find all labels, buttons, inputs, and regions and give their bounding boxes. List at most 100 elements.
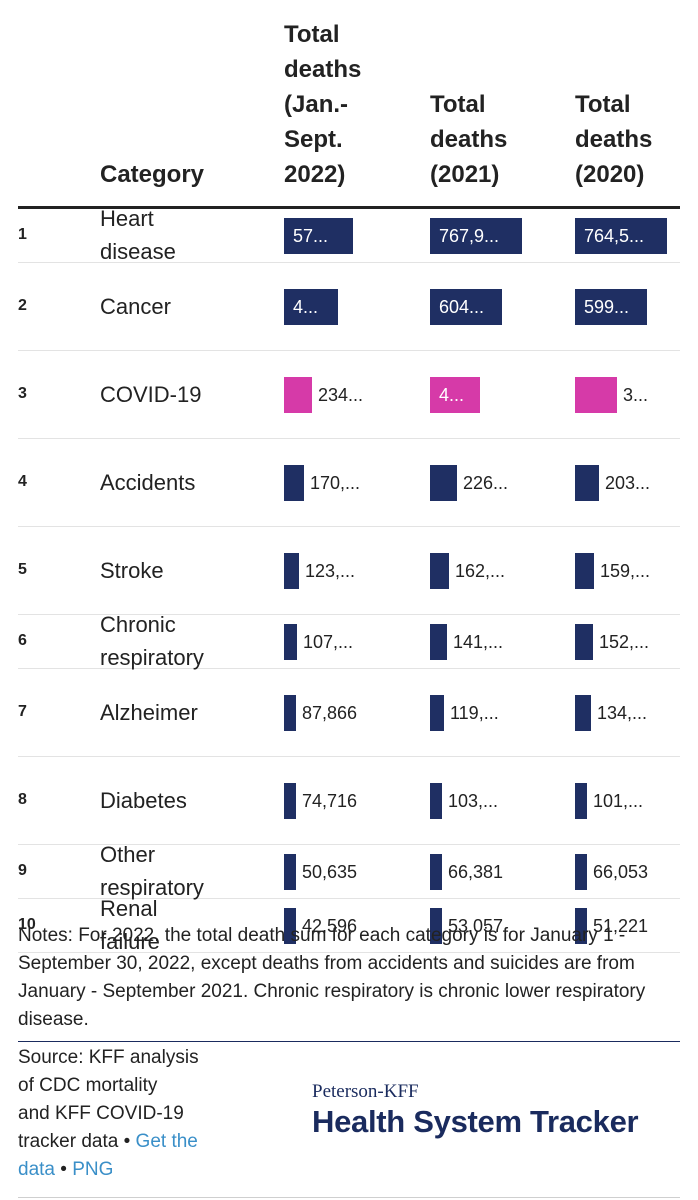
value-label-2021: 767,9... — [439, 226, 500, 246]
category-label-line: Alzheimer — [100, 699, 198, 725]
cell-2022: 170,... — [284, 465, 402, 501]
header-total-deaths-2022: Total deaths (Jan.- Sept. 2022) — [284, 17, 404, 192]
bar-2022 — [284, 218, 353, 254]
category-label: COVID-19 — [100, 378, 201, 411]
cell-2020: 764,5... — [575, 218, 693, 254]
category-label-line: disease — [100, 239, 176, 264]
bar-2020 — [575, 289, 647, 325]
category-label: Other respiratory — [100, 838, 204, 904]
value-label-2021: 119,... — [450, 703, 499, 723]
value-label-2022: 170,... — [310, 473, 361, 493]
header-2021-line-2: deaths — [430, 126, 508, 153]
category-label-line: COVID-19 — [100, 381, 202, 407]
value-label-2022: 74,716 — [302, 791, 358, 811]
cell-2022: 57... — [284, 218, 402, 254]
bar-2021 — [430, 695, 444, 731]
cell-2022: 4... — [284, 289, 402, 325]
category-label-line: Heart — [100, 206, 154, 231]
category-label-line: Chronic — [100, 612, 176, 637]
bar-2020 — [575, 695, 591, 731]
header-category-line-1: Category — [100, 161, 205, 188]
cell-2020: 203... — [575, 465, 693, 501]
cell-2021: 66,381 — [430, 854, 548, 890]
table-row: 3 COVID-19 234... 4... 3... — [18, 351, 680, 439]
category-label-line: respiratory — [100, 875, 204, 900]
cell-2020: 599... — [575, 289, 693, 325]
rank-label: 5 — [18, 561, 27, 578]
category-label-line: Diabetes — [100, 787, 187, 813]
bar-2021 — [430, 218, 522, 254]
bar-2021 — [430, 783, 442, 819]
source-rule — [18, 1041, 680, 1042]
separator-1: • — [118, 1131, 136, 1152]
value-label-2021: 4... — [439, 385, 465, 405]
health-system-tracker-logo: Peterson-KFF Health System Tracker — [312, 1080, 692, 1140]
value-label-2020: 101,... — [593, 791, 644, 811]
value-label-2021: 162,... — [455, 561, 506, 581]
bar-2020 — [575, 783, 587, 819]
cell-2021: 4... — [430, 377, 548, 413]
category-label: Accidents — [100, 466, 195, 499]
bar-2020 — [575, 624, 593, 660]
cell-2020: 134,... — [575, 695, 693, 731]
bar-2022 — [284, 854, 296, 890]
table-row: 10 Renal failure 42,596 53,057 51,221 — [18, 896, 680, 954]
cell-2021: 604... — [430, 289, 548, 325]
cell-2021: 226... — [430, 465, 548, 501]
cell-2021: 162,... — [430, 553, 548, 589]
bar-2022 — [284, 553, 299, 589]
bar-2022 — [284, 695, 296, 731]
header-2022-line-1: Total — [284, 21, 340, 48]
value-label-2022: 107,... — [303, 632, 354, 652]
value-label-2021: 53,057 — [448, 916, 504, 936]
value-label-2020: 159,... — [600, 561, 651, 581]
bar-2022 — [284, 377, 312, 413]
source-line-4: tracker data — [18, 1131, 119, 1152]
category-label-line: respiratory — [100, 645, 204, 670]
cell-2021: 53,057 — [430, 908, 548, 944]
value-label-2021: 103,... — [448, 791, 499, 811]
value-label-2020: 3... — [623, 385, 649, 405]
rank-label: 3 — [18, 385, 27, 402]
cell-2021: 141,... — [430, 624, 548, 660]
bar-2021 — [430, 553, 449, 589]
header-2021-line-3: (2021) — [430, 161, 500, 188]
png-link[interactable]: PNG — [72, 1159, 114, 1180]
value-label-2020: 203... — [605, 473, 651, 493]
get-the-data-link[interactable]: Get the data — [18, 1131, 198, 1180]
bar-2022 — [284, 289, 338, 325]
cell-2020: 66,053 — [575, 854, 693, 890]
table-row: 4 Accidents 170,... 226... 203... — [18, 439, 680, 527]
header-total-deaths-2020: Total deaths (2020) — [575, 87, 695, 192]
bar-2020 — [575, 908, 587, 944]
bar-2021 — [430, 908, 442, 944]
table-row: 9 Other respiratory 50,635 66,381 66,053 — [18, 842, 680, 900]
bar-2022 — [284, 465, 304, 501]
table-row: 2 Cancer 4... 604... 599... — [18, 263, 680, 351]
table-row: 8 Diabetes 74,716 103,... 101,... — [18, 757, 680, 845]
cell-2020: 101,... — [575, 783, 693, 819]
header-category: Category — [100, 157, 204, 192]
bottom-rule — [18, 1197, 680, 1198]
bar-2020 — [575, 465, 599, 501]
notes: Notes: For 2022, the total death sum for… — [18, 925, 646, 1030]
category-label-line: failure — [100, 929, 160, 954]
rank-label: 6 — [18, 632, 27, 649]
value-label-2020: 152,... — [599, 632, 650, 652]
cell-2021: 103,... — [430, 783, 548, 819]
logo-peterson-kff: Peterson-KFF — [312, 1081, 419, 1102]
category-label-line: Accidents — [100, 469, 196, 495]
header-rule — [18, 206, 680, 209]
cell-2020: 3... — [575, 377, 693, 413]
header-2022-line-5: 2022) — [284, 161, 346, 188]
bar-2022 — [284, 624, 297, 660]
value-label-2022: 123,... — [305, 561, 356, 581]
logo-health-system-tracker: Health System Tracker — [312, 1104, 639, 1139]
category-label: Renal failure — [100, 892, 160, 958]
bar-2020 — [575, 218, 667, 254]
value-label-2022: 42,596 — [302, 916, 358, 936]
header-2020-line-2: deaths — [575, 126, 653, 153]
category-label: Alzheimer — [100, 696, 198, 729]
value-label-2022: 4... — [293, 297, 319, 317]
header-2020-line-3: (2020) — [575, 161, 645, 188]
